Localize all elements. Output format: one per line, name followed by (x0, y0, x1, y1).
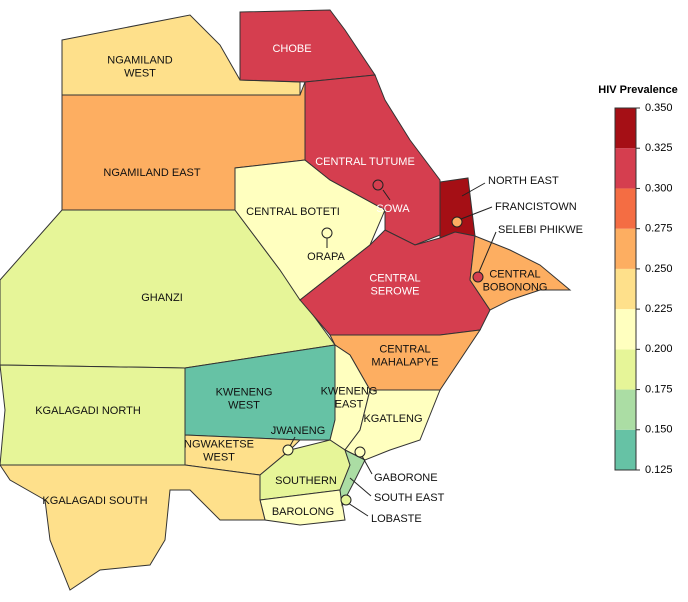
legend-tick-label: 0.250 (645, 263, 673, 275)
district-label: WEST (228, 399, 260, 411)
legend-swatch (615, 389, 636, 430)
leader-line (347, 502, 369, 517)
legend-swatch (615, 148, 636, 189)
town-marker (321, 227, 333, 239)
district-label: CENTRAL (369, 272, 420, 284)
legend-title: HIV Prevalence (598, 84, 678, 96)
legend-tick-label: 0.175 (645, 383, 673, 395)
legend-tick-label: 0.300 (645, 182, 673, 194)
districts (0, 9, 572, 591)
district-label: BOBONONG (483, 281, 548, 293)
leader-line (289, 436, 296, 447)
district-label: BAROLONG (272, 506, 334, 518)
district-label: KWENENG (321, 385, 378, 397)
town-label: SELEBI PHIKWE (498, 224, 583, 236)
legend-tick-label: 0.275 (645, 223, 673, 235)
leader-line (460, 206, 493, 220)
legend-swatch (615, 429, 636, 470)
legend-tick-label: 0.350 (645, 102, 673, 114)
legend-swatch (615, 188, 636, 229)
district-label: CENTRAL TUTUME (315, 156, 415, 168)
district-label: EAST (335, 398, 364, 410)
district-label: GHANZI (141, 292, 183, 304)
town-marker (372, 179, 384, 191)
town-label: SOWA (376, 203, 410, 215)
town-marker (354, 446, 366, 458)
town-marker (282, 444, 294, 456)
district (0, 464, 266, 591)
town-label: GABORONE (374, 472, 438, 484)
legend-swatch (615, 228, 636, 269)
legend-swatch (615, 108, 636, 149)
district-label: NGAMILAND EAST (103, 167, 200, 179)
district-label: SOUTHERN (275, 475, 337, 487)
town-marker (451, 216, 463, 228)
district-label: KGALAGADI SOUTH (42, 495, 147, 507)
leader-line (478, 231, 497, 273)
district-label: CENTRAL (379, 343, 430, 355)
district-label: KGATLENG (363, 413, 422, 425)
district-label: SEROWE (371, 285, 420, 297)
town-label: LOBASTE (371, 513, 422, 525)
district-label: MAHALAPYE (371, 356, 438, 368)
legend-tick-label: 0.125 (645, 464, 673, 476)
leader-line (382, 189, 391, 201)
legend-frame (614, 107, 637, 471)
district-label: CENTRAL BOTETI (246, 206, 340, 218)
district-label: NORTH EAST (488, 175, 559, 187)
district-label: KGALAGADI NORTH (35, 405, 141, 417)
district (469, 235, 572, 311)
legend-swatch (615, 309, 636, 350)
district (339, 449, 366, 507)
legend: 0.125 0.150 0.175 0.200 0.225 0.250 0.275 0.300… (614, 102, 673, 476)
district-label: WEST (124, 67, 156, 79)
legend-tick-label: 0.150 (645, 424, 673, 436)
town-marker (472, 271, 484, 283)
town-label: ORAPA (307, 251, 345, 263)
legend-swatch (615, 349, 636, 390)
district-label: NGAMILAND (107, 54, 172, 66)
district (344, 389, 441, 461)
leader-line (361, 455, 373, 475)
town-label: FRANCISTOWN (495, 201, 577, 213)
district-label: NGWAKETSE (184, 438, 254, 450)
district-label: CHOBE (272, 43, 311, 55)
district-label: SOUTH EAST (374, 492, 445, 504)
legend-tick-label: 0.325 (645, 142, 673, 154)
legend-tick-label: 0.225 (645, 303, 673, 315)
district (304, 74, 441, 246)
legend-swatch (615, 268, 636, 310)
district-label: WEST (203, 451, 235, 463)
district (439, 177, 476, 239)
district-label: KWENENG (216, 386, 273, 398)
town-marker (340, 494, 352, 506)
district-label: CENTRAL (489, 268, 540, 280)
leader-line (349, 477, 372, 497)
leader-line (461, 182, 486, 197)
town-label: JWANENG (271, 425, 326, 437)
legend-tick-label: 0.200 (645, 343, 673, 355)
